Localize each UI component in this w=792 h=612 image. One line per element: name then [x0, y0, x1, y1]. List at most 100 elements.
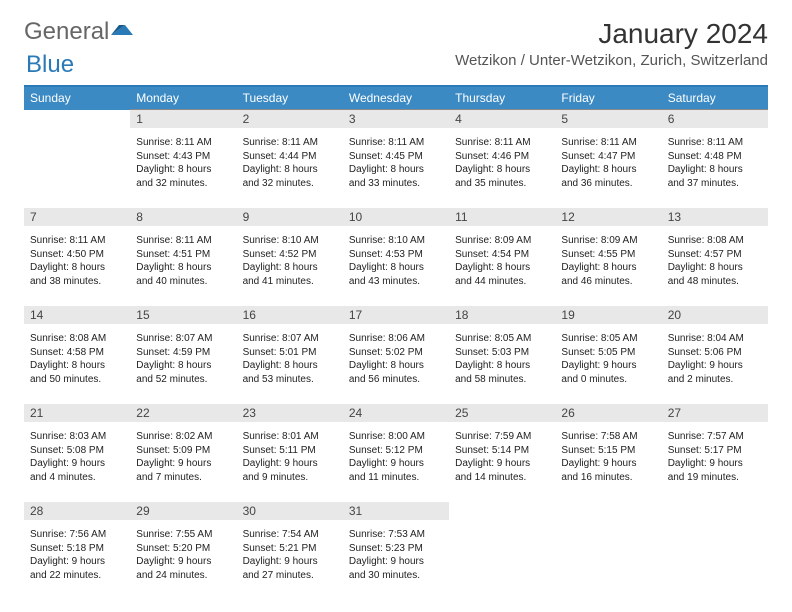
day-info: Sunrise: 8:11 AMSunset: 4:44 PMDaylight:…: [237, 134, 343, 196]
day-cell-num: 25: [449, 401, 555, 425]
day-info: Sunrise: 8:11 AMSunset: 4:46 PMDaylight:…: [449, 134, 555, 196]
day-cell-num: 15: [130, 303, 236, 327]
day-info: Sunrise: 7:58 AMSunset: 5:15 PMDaylight:…: [555, 428, 661, 490]
day-cell-num: 31: [343, 499, 449, 523]
day-info: Sunrise: 8:00 AMSunset: 5:12 PMDaylight:…: [343, 428, 449, 490]
day-cell-num: 16: [237, 303, 343, 327]
day-cell-info: Sunrise: 8:00 AMSunset: 5:12 PMDaylight:…: [343, 425, 449, 493]
day-cell-num: 7: [24, 205, 130, 229]
logo-mark-icon: [111, 21, 135, 44]
weekday-header: Monday: [130, 87, 236, 110]
day-cell-num: 8: [130, 205, 236, 229]
day-info: Sunrise: 8:08 AMSunset: 4:57 PMDaylight:…: [662, 232, 768, 294]
day-info: Sunrise: 8:11 AMSunset: 4:47 PMDaylight:…: [555, 134, 661, 196]
info-row: Sunrise: 8:11 AMSunset: 4:50 PMDaylight:…: [24, 229, 768, 297]
day-cell-num: 27: [662, 401, 768, 425]
day-cell-info: Sunrise: 8:10 AMSunset: 4:53 PMDaylight:…: [343, 229, 449, 297]
info-row: Sunrise: 8:11 AMSunset: 4:43 PMDaylight:…: [24, 131, 768, 199]
day-number: 23: [237, 404, 343, 422]
day-cell-info: [662, 523, 768, 591]
day-cell-info: Sunrise: 8:11 AMSunset: 4:51 PMDaylight:…: [130, 229, 236, 297]
day-number: 19: [555, 306, 661, 324]
day-cell-num: 21: [24, 401, 130, 425]
day-info: Sunrise: 8:09 AMSunset: 4:54 PMDaylight:…: [449, 232, 555, 294]
day-cell-num: 10: [343, 205, 449, 229]
day-cell-num: [449, 499, 555, 523]
day-number: 31: [343, 502, 449, 520]
daynum-row: 21222324252627: [24, 401, 768, 425]
day-cell-num: [24, 110, 130, 132]
day-cell-num: 19: [555, 303, 661, 327]
day-cell-num: 1: [130, 110, 236, 132]
day-cell-info: Sunrise: 8:11 AMSunset: 4:46 PMDaylight:…: [449, 131, 555, 199]
day-cell-info: Sunrise: 8:09 AMSunset: 4:55 PMDaylight:…: [555, 229, 661, 297]
weekday-header: Thursday: [449, 87, 555, 110]
day-cell-info: Sunrise: 7:59 AMSunset: 5:14 PMDaylight:…: [449, 425, 555, 493]
day-cell-info: Sunrise: 8:08 AMSunset: 4:57 PMDaylight:…: [662, 229, 768, 297]
day-cell-num: 29: [130, 499, 236, 523]
day-cell-num: 11: [449, 205, 555, 229]
day-cell-num: 5: [555, 110, 661, 132]
day-cell-num: 9: [237, 205, 343, 229]
day-number: 14: [24, 306, 130, 324]
day-info: Sunrise: 8:05 AMSunset: 5:03 PMDaylight:…: [449, 330, 555, 392]
day-info: Sunrise: 8:10 AMSunset: 4:52 PMDaylight:…: [237, 232, 343, 294]
day-number: 3: [343, 110, 449, 128]
day-cell-num: 28: [24, 499, 130, 523]
day-number: 21: [24, 404, 130, 422]
title-block: January 2024 Wetzikon / Unter-Wetzikon, …: [455, 18, 768, 69]
day-cell-num: 12: [555, 205, 661, 229]
day-number: 15: [130, 306, 236, 324]
weekday-header: Wednesday: [343, 87, 449, 110]
day-cell-info: [449, 523, 555, 591]
day-cell-info: Sunrise: 7:53 AMSunset: 5:23 PMDaylight:…: [343, 523, 449, 591]
logo-text-general: General: [24, 18, 109, 46]
logo: General: [24, 18, 137, 46]
daynum-row: 123456: [24, 110, 768, 132]
day-cell-info: Sunrise: 8:07 AMSunset: 5:01 PMDaylight:…: [237, 327, 343, 395]
day-number: 13: [662, 208, 768, 226]
info-row: Sunrise: 8:03 AMSunset: 5:08 PMDaylight:…: [24, 425, 768, 493]
day-info: Sunrise: 8:11 AMSunset: 4:51 PMDaylight:…: [130, 232, 236, 294]
location-text: Wetzikon / Unter-Wetzikon, Zurich, Switz…: [455, 52, 768, 69]
day-info: Sunrise: 8:10 AMSunset: 4:53 PMDaylight:…: [343, 232, 449, 294]
day-number: 22: [130, 404, 236, 422]
day-cell-num: 13: [662, 205, 768, 229]
day-cell-num: 17: [343, 303, 449, 327]
day-info: Sunrise: 7:57 AMSunset: 5:17 PMDaylight:…: [662, 428, 768, 490]
day-cell-info: Sunrise: 7:56 AMSunset: 5:18 PMDaylight:…: [24, 523, 130, 591]
day-cell-info: Sunrise: 8:09 AMSunset: 4:54 PMDaylight:…: [449, 229, 555, 297]
day-number: 29: [130, 502, 236, 520]
day-cell-num: 18: [449, 303, 555, 327]
day-cell-num: 6: [662, 110, 768, 132]
weekday-header: Sunday: [24, 87, 130, 110]
day-number: 5: [555, 110, 661, 128]
day-info: Sunrise: 8:06 AMSunset: 5:02 PMDaylight:…: [343, 330, 449, 392]
day-number: 20: [662, 306, 768, 324]
day-number: 24: [343, 404, 449, 422]
day-cell-info: Sunrise: 8:02 AMSunset: 5:09 PMDaylight:…: [130, 425, 236, 493]
day-info: Sunrise: 8:01 AMSunset: 5:11 PMDaylight:…: [237, 428, 343, 490]
day-cell-num: 30: [237, 499, 343, 523]
day-info: Sunrise: 8:05 AMSunset: 5:05 PMDaylight:…: [555, 330, 661, 392]
day-cell-num: 4: [449, 110, 555, 132]
weekday-header: Tuesday: [237, 87, 343, 110]
day-info: Sunrise: 8:11 AMSunset: 4:43 PMDaylight:…: [130, 134, 236, 196]
calendar-table: Sunday Monday Tuesday Wednesday Thursday…: [24, 87, 768, 600]
day-info: Sunrise: 8:07 AMSunset: 5:01 PMDaylight:…: [237, 330, 343, 392]
day-info: Sunrise: 8:04 AMSunset: 5:06 PMDaylight:…: [662, 330, 768, 392]
day-number: 6: [662, 110, 768, 128]
day-number: 17: [343, 306, 449, 324]
day-cell-info: Sunrise: 8:03 AMSunset: 5:08 PMDaylight:…: [24, 425, 130, 493]
day-cell-info: [24, 131, 130, 199]
day-cell-info: Sunrise: 7:58 AMSunset: 5:15 PMDaylight:…: [555, 425, 661, 493]
day-number: 4: [449, 110, 555, 128]
day-cell-info: Sunrise: 7:55 AMSunset: 5:20 PMDaylight:…: [130, 523, 236, 591]
day-number: 2: [237, 110, 343, 128]
day-number: 28: [24, 502, 130, 520]
day-cell-info: Sunrise: 8:11 AMSunset: 4:48 PMDaylight:…: [662, 131, 768, 199]
daynum-row: 14151617181920: [24, 303, 768, 327]
day-cell-info: Sunrise: 8:07 AMSunset: 4:59 PMDaylight:…: [130, 327, 236, 395]
day-cell-info: Sunrise: 7:54 AMSunset: 5:21 PMDaylight:…: [237, 523, 343, 591]
day-number: 9: [237, 208, 343, 226]
